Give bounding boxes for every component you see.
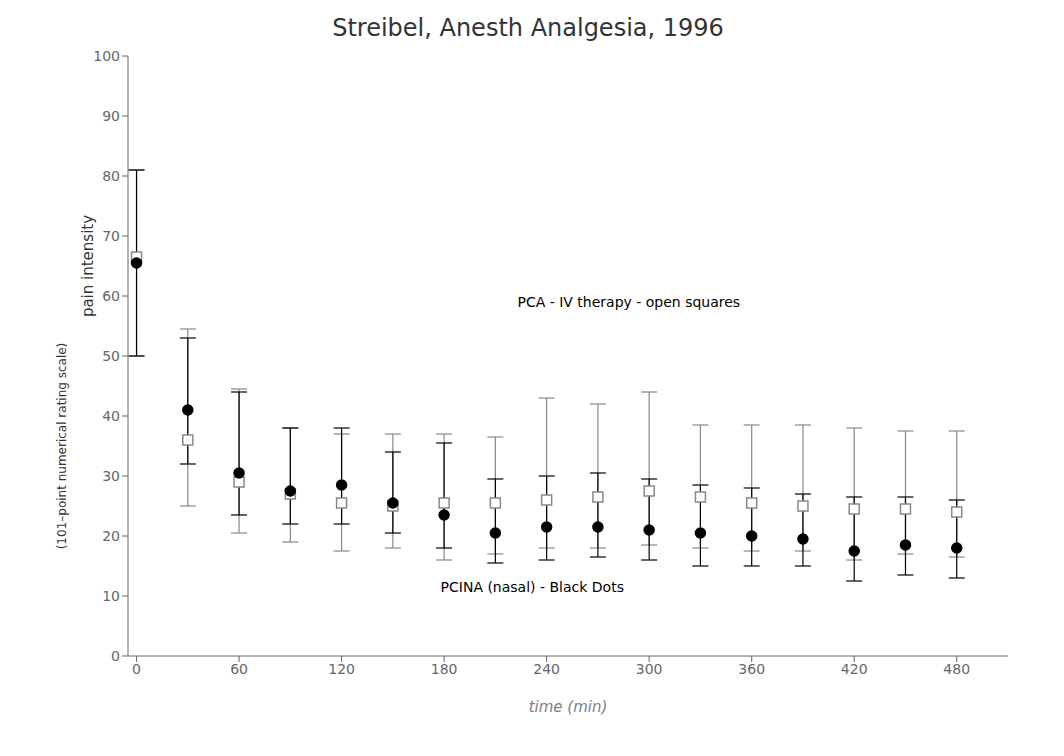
svg-text:time (min): time (min) [529,698,608,716]
html-text:Streibel, Anesth Analgesia, 19: Streibel, Anesth Analgesia, 1996 [332,14,724,42]
svg-text:0: 0 [111,648,120,664]
svg-text:50: 50 [102,348,120,364]
svg-text:60: 60 [102,288,120,304]
svg-text:420: 420 [841,661,868,677]
svg-text:0: 0 [132,661,141,677]
svg-text:240: 240 [533,661,560,677]
svg-text:10: 10 [102,588,120,604]
svg-text:60: 60 [230,661,248,677]
svg-text:180: 180 [431,661,458,677]
svg-text:40: 40 [102,408,120,424]
svg-text:(101–point numerical rating sc: (101–point numerical rating scale) [55,343,69,550]
svg-text:300: 300 [636,661,663,677]
svg-text:70: 70 [102,228,120,244]
svg-text:PCA - IV therapy - open square: PCA - IV therapy - open squares [517,294,740,310]
svg-text:30: 30 [102,468,120,484]
svg-text:100: 100 [93,48,120,64]
svg-text:480: 480 [943,661,970,677]
svg-text:120: 120 [328,661,355,677]
svg-text:PCINA (nasal) - Black Dots: PCINA (nasal) - Black Dots [441,579,624,595]
svg-text:360: 360 [738,661,765,677]
svg-text:80: 80 [102,168,120,184]
svg-text:20: 20 [102,528,120,544]
svg-text:90: 90 [102,108,120,124]
svg-text:pain intensity: pain intensity [79,215,97,317]
